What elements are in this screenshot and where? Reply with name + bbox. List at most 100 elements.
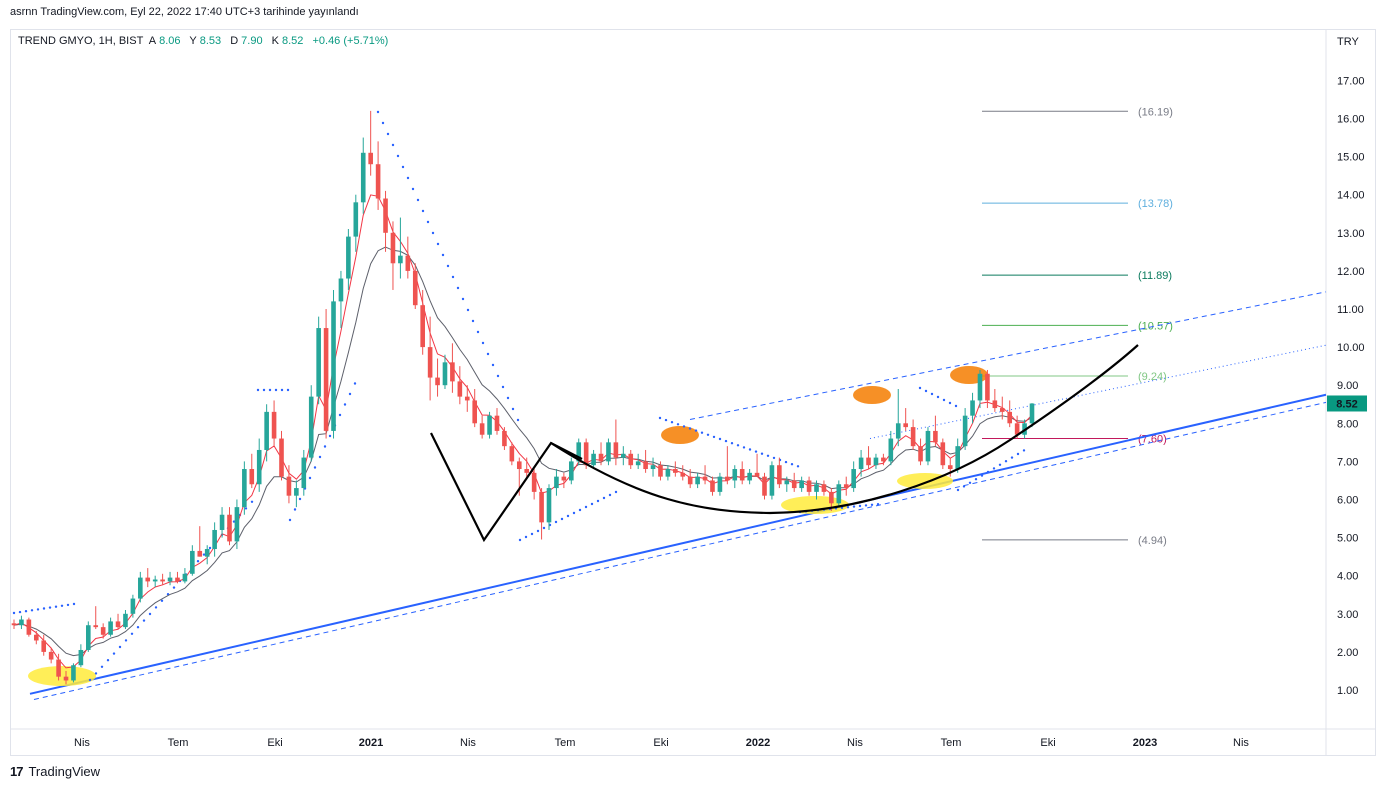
candle-body <box>271 411 277 439</box>
candle <box>256 438 262 492</box>
sar-dot <box>481 341 485 345</box>
candle-body <box>695 476 700 485</box>
candle-body <box>561 476 567 481</box>
candle <box>219 507 225 538</box>
sar-dot <box>313 466 317 469</box>
candle <box>63 670 69 685</box>
candle <box>249 453 255 489</box>
candle-body <box>747 472 752 481</box>
candle <box>86 621 91 652</box>
candle <box>821 480 827 496</box>
candle <box>167 571 173 586</box>
sar-dot <box>112 652 116 655</box>
candle-body <box>383 198 388 233</box>
price-tick-label: 13.00 <box>1337 228 1365 240</box>
sar-dot <box>918 386 922 390</box>
candle-body <box>814 484 819 492</box>
candle <box>554 469 559 496</box>
symbol-name[interactable]: TREND GMYO, 1H, BIST <box>18 35 144 47</box>
sar-dot <box>876 503 880 506</box>
sar-dot <box>232 520 236 523</box>
candle-body <box>1029 403 1035 424</box>
candle-body <box>227 514 232 542</box>
sar-dot <box>411 187 415 191</box>
candle <box>568 457 574 485</box>
time-tick-label: Tem <box>168 737 189 749</box>
candle <box>1007 400 1013 428</box>
sar-dot <box>846 506 850 509</box>
sar-dot <box>554 520 558 524</box>
candle-body <box>457 381 463 397</box>
candle-body <box>63 676 69 681</box>
candle <box>650 457 656 477</box>
sar-dot <box>94 672 98 675</box>
price-tick-label: 3.00 <box>1337 609 1358 621</box>
sar-dot <box>386 132 390 136</box>
price-tick-label: 15.00 <box>1337 152 1365 164</box>
price-tick-label: 4.00 <box>1337 571 1358 583</box>
candle <box>435 358 440 397</box>
sar-dot <box>870 503 874 506</box>
candle-body <box>762 476 767 496</box>
candle-body <box>204 549 210 557</box>
candle-body <box>999 408 1005 412</box>
sar-dot <box>130 632 134 635</box>
candle <box>977 369 983 409</box>
candle-body <box>702 476 708 481</box>
candle <box>881 453 886 466</box>
candle-body <box>933 430 938 443</box>
sar-dot <box>441 253 445 257</box>
sar-dot <box>700 431 704 434</box>
candle-body <box>442 362 448 386</box>
candle-body <box>494 415 500 431</box>
candle <box>725 446 730 485</box>
candle-body <box>427 347 433 378</box>
candle-body <box>710 480 715 492</box>
candle <box>33 630 39 645</box>
sar-dot <box>784 460 788 464</box>
candle <box>375 141 381 210</box>
sar-dot <box>986 470 990 474</box>
sar-dot <box>748 448 752 451</box>
candle <box>360 137 366 214</box>
candle-body <box>962 415 968 447</box>
sar-dot <box>954 404 958 408</box>
sar-dot <box>670 421 674 424</box>
candle-body <box>145 577 151 582</box>
candle-body <box>115 621 121 628</box>
candle-body <box>591 453 596 466</box>
sar-dot <box>608 493 612 497</box>
candle-body <box>160 579 165 582</box>
candle <box>502 427 507 450</box>
candle <box>933 415 938 447</box>
sar-dot <box>578 508 582 512</box>
candle <box>197 526 203 557</box>
candle <box>108 617 113 637</box>
candle-body <box>568 461 574 481</box>
candle-body <box>219 514 225 530</box>
candle-body <box>739 469 745 481</box>
candle <box>175 571 180 584</box>
candle-body <box>368 152 373 165</box>
sar-dot <box>718 437 722 441</box>
price-tick-label: 12.00 <box>1337 266 1365 278</box>
candle <box>190 545 195 576</box>
candle <box>464 385 470 412</box>
candle-body <box>985 373 990 401</box>
candle <box>353 194 359 252</box>
sar-dot <box>572 511 576 515</box>
candle <box>26 617 32 637</box>
sar-dot <box>401 165 405 169</box>
candle <box>531 469 537 500</box>
sar-dot <box>381 121 385 125</box>
sar-dot <box>172 586 176 589</box>
sar-dot <box>286 388 290 392</box>
candle-body <box>821 484 827 492</box>
sar-dot <box>754 450 758 453</box>
sar-dot <box>742 446 746 449</box>
candle <box>331 289 336 439</box>
ema-grey-line <box>13 246 1033 657</box>
footer-brand[interactable]: TradingView <box>28 764 101 779</box>
candle <box>635 453 641 470</box>
